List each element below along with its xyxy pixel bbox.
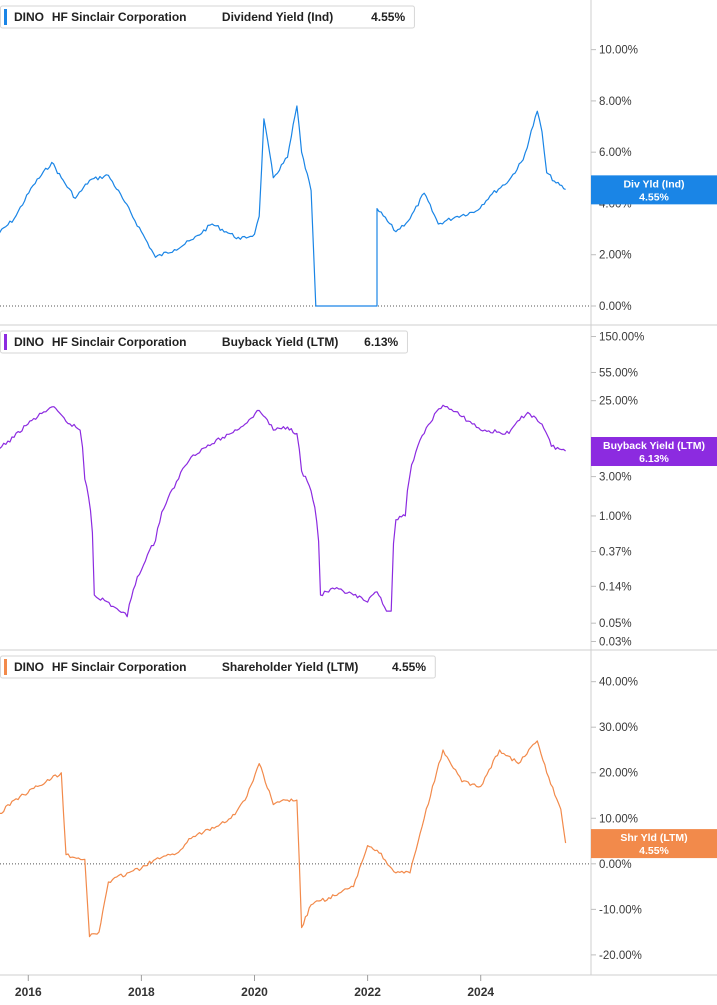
- legend-ticker: DINO: [14, 660, 44, 674]
- value-tag-value: 4.55%: [639, 845, 669, 857]
- y-tick-label: 25.00%: [599, 396, 638, 408]
- panel-2: 0.03% 0.05% 0.14% 0.37% 1.00% 3.00% 25.00% 55.0…: [0, 324, 717, 650]
- y-tick-label: -20.00%: [599, 950, 642, 962]
- panel-3: -20.00% -10.00% 0.00% 10.00% 20.00% 30.00% 40.…: [0, 649, 717, 975]
- x-tick-label: 2020: [241, 985, 268, 999]
- x-axis: 2016 2018 2020 2022 2024: [0, 974, 717, 999]
- y-tick-label: 0.03%: [599, 636, 632, 648]
- series-line: [0, 740, 567, 938]
- value-tag-box: [591, 829, 717, 859]
- y-tick-label: 150.00%: [599, 332, 644, 344]
- legend-value: 6.13%: [364, 335, 398, 349]
- value-tag: Shr Yld (LTM)4.55%: [591, 829, 717, 859]
- y-tick-label: 0.05%: [599, 618, 632, 630]
- y-tick-label: 10.00%: [599, 813, 638, 825]
- legend-swatch: [4, 659, 7, 675]
- legend-metric: Shareholder Yield (LTM): [222, 660, 358, 674]
- x-tick-label: 2022: [354, 985, 381, 999]
- legend: DINO HF Sinclair Corporation Shareholder Y…: [0, 655, 436, 679]
- y-tick-label: 0.00%: [599, 301, 632, 313]
- y-tick-label: 0.37%: [599, 547, 632, 559]
- value-tag-value: 4.55%: [639, 191, 669, 203]
- y-tick-label: 8.00%: [599, 96, 632, 108]
- value-tag-value: 6.13%: [639, 453, 669, 465]
- y-tick-label: 20.00%: [599, 768, 638, 780]
- y-tick-label: 55.00%: [599, 367, 638, 379]
- legend-ticker: DINO: [14, 335, 44, 349]
- legend-metric: Buyback Yield (LTM): [222, 335, 338, 349]
- legend-swatch: [4, 9, 7, 25]
- legend-box: [0, 330, 408, 354]
- x-tick-label: 2018: [128, 985, 155, 999]
- y-tick-label: 3.00%: [599, 472, 632, 484]
- legend-company: HF Sinclair Corporation: [52, 335, 187, 349]
- value-tag-label: Div Yld (Ind): [623, 178, 684, 190]
- legend-swatch: [4, 334, 7, 350]
- chart-panels: 0.00%2.00%4.00%6.00%8.00%10.00%Div Yld (…: [0, 0, 717, 975]
- x-tick-label: 2016: [15, 985, 42, 999]
- y-tick-label: 6.00%: [599, 147, 632, 159]
- value-tag-box: [591, 437, 717, 467]
- y-tick-label: 0.00%: [599, 859, 632, 871]
- legend-box: [0, 655, 436, 679]
- legend: DINO HF Sinclair Corporation Dividend Yiel…: [0, 5, 415, 29]
- value-tag: Div Yld (Ind)4.55%: [591, 175, 717, 205]
- series-line: [0, 105, 566, 307]
- x-tick-label: 2024: [467, 985, 494, 999]
- y-tick-label: 40.00%: [599, 677, 638, 689]
- series-line: [0, 404, 566, 618]
- legend-box: [0, 5, 415, 29]
- y-tick-label: 30.00%: [599, 722, 638, 734]
- panel-1: 0.00%2.00%4.00%6.00%8.00%10.00%Div Yld (…: [0, 0, 717, 325]
- value-tag-label: Shr Yld (LTM): [620, 832, 687, 844]
- legend-value: 4.55%: [371, 10, 405, 24]
- legend-value: 4.55%: [392, 660, 426, 674]
- value-tag-label: Buyback Yield (LTM): [603, 440, 705, 452]
- y-tick-label: 0.14%: [599, 581, 632, 593]
- y-tick-label: 2.00%: [599, 250, 632, 262]
- y-tick-label: 10.00%: [599, 45, 638, 57]
- legend: DINO HF Sinclair Corporation Buyback Yield…: [0, 330, 408, 354]
- legend-metric: Dividend Yield (Ind): [222, 10, 333, 24]
- legend-company: HF Sinclair Corporation: [52, 10, 187, 24]
- value-tag: Buyback Yield (LTM)6.13%: [591, 437, 717, 467]
- value-tag-box: [591, 175, 717, 205]
- legend-company: HF Sinclair Corporation: [52, 660, 187, 674]
- legend-ticker: DINO: [14, 10, 44, 24]
- y-tick-label: 1.00%: [599, 511, 632, 523]
- y-tick-label: -10.00%: [599, 904, 642, 916]
